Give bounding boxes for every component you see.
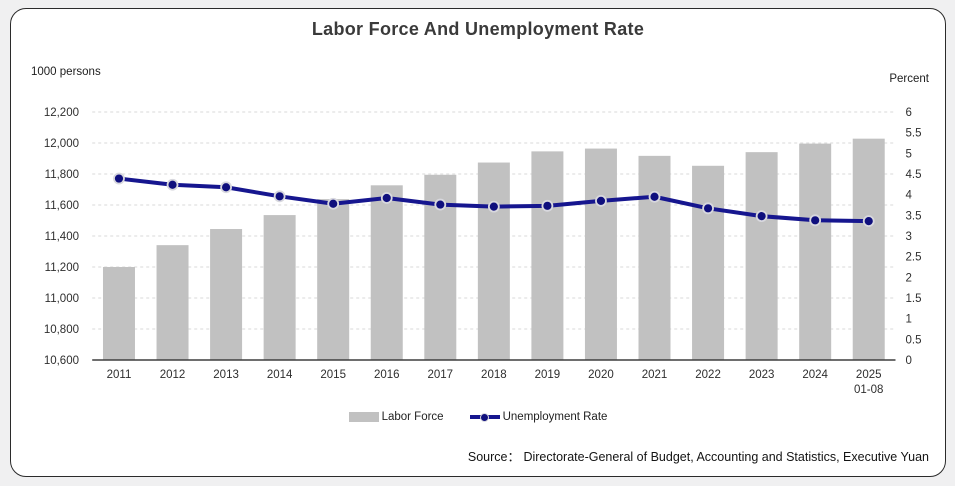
line-marker-2025 bbox=[862, 215, 875, 228]
x-axis-label-2013: 2013 bbox=[213, 369, 239, 381]
x-axis-label-2020: 2020 bbox=[588, 369, 614, 381]
x-axis-label-2017: 2017 bbox=[427, 369, 453, 381]
right-axis-tick-label: 5.5 bbox=[906, 128, 922, 140]
left-axis-tick-label: 11,000 bbox=[45, 293, 79, 305]
right-axis-tick-label: 4.5 bbox=[906, 169, 922, 181]
left-axis-unit-label: 1000 persons bbox=[31, 66, 101, 78]
line-marker-2012 bbox=[166, 178, 179, 191]
bar-2021 bbox=[638, 155, 671, 360]
right-axis-tick-label: 2 bbox=[906, 272, 912, 284]
gray-bar-swatch bbox=[348, 412, 379, 422]
x-axis-label-2011: 2011 bbox=[107, 369, 132, 381]
line-marker-2019 bbox=[541, 199, 554, 212]
right-axis-tick-label: 4 bbox=[906, 190, 913, 202]
navy-line-dot-swatch bbox=[469, 412, 500, 422]
line-marker-2022 bbox=[702, 202, 714, 215]
bar-2016 bbox=[370, 185, 403, 360]
line-marker-2011 bbox=[113, 172, 125, 185]
bar-2012 bbox=[156, 245, 189, 360]
right-axis-tick-label: 5 bbox=[906, 148, 912, 160]
line-marker-2018 bbox=[487, 200, 500, 213]
legend-dot-marker bbox=[480, 412, 490, 422]
chart-canvas: 12,200 12,000 11,800 11,600 11,400 11,200 11,0… bbox=[44, 107, 922, 396]
line-marker-2013 bbox=[220, 181, 232, 194]
bar-2020 bbox=[584, 148, 617, 360]
chart-legend: Labor Force Unemployment Rate bbox=[11, 411, 945, 423]
legend-label-unemployment-rate: Unemployment Rate bbox=[502, 411, 608, 423]
left-axis-tick-label: 10,800 bbox=[44, 324, 79, 336]
right-axis-tick-label: 6 bbox=[906, 107, 912, 119]
line-marker-2016 bbox=[380, 192, 393, 204]
bar-2014 bbox=[263, 215, 296, 360]
x-axis-label-2015: 2015 bbox=[320, 369, 346, 381]
right-axis-tick-label: 1.5 bbox=[906, 293, 922, 305]
legend-label-labor-force: Labor Force bbox=[381, 411, 444, 423]
bar-2023 bbox=[745, 152, 778, 360]
left-axis-tick-label: 12,000 bbox=[44, 138, 79, 150]
chart-title: Labor Force And Unemployment Rate bbox=[311, 19, 645, 39]
bar-2019 bbox=[531, 151, 564, 360]
line-marker-2015 bbox=[327, 197, 340, 210]
left-axis-tick-label: 11,200 bbox=[45, 262, 79, 274]
x-axis-label-2012: 2012 bbox=[160, 369, 186, 381]
bar-2015 bbox=[317, 199, 350, 360]
left-axis-tick-label: 12,200 bbox=[44, 107, 79, 119]
right-axis-tick-label: 0 bbox=[906, 355, 912, 367]
x-axis-label-2016: 2016 bbox=[374, 369, 400, 381]
line-marker-2020 bbox=[595, 194, 607, 207]
right-axis-tick-label: 1 bbox=[906, 314, 912, 326]
line-marker-2017 bbox=[434, 198, 447, 211]
line-marker-2024 bbox=[809, 214, 822, 227]
x-axis-label-2025: 2025 01-08 bbox=[854, 369, 883, 396]
x-axis-label-2022: 2022 bbox=[695, 369, 721, 381]
x-axis-label-2023: 2023 bbox=[749, 369, 775, 381]
bar-2024 bbox=[799, 143, 832, 360]
x-axis-label-2019: 2019 bbox=[535, 369, 561, 381]
right-axis-tick-label: 3.5 bbox=[906, 210, 922, 222]
bar-2011 bbox=[102, 267, 135, 360]
legend-item-labor-force: Labor Force bbox=[348, 411, 444, 423]
chart-card: Labor Force And Unemployment Rate 1000 p… bbox=[10, 8, 946, 477]
bar-2022 bbox=[692, 165, 725, 360]
line-marker-2023 bbox=[755, 210, 768, 223]
x-axis-label-2014: 2014 bbox=[267, 369, 293, 381]
legend-item-unemployment-rate: Unemployment Rate bbox=[469, 411, 608, 423]
left-axis-tick-label: 11,400 bbox=[45, 231, 79, 243]
bar-2018 bbox=[477, 162, 510, 360]
left-axis-tick-label: 10,600 bbox=[44, 355, 79, 367]
bar-2013 bbox=[210, 229, 243, 360]
x-axis-label-2021: 2021 bbox=[642, 369, 668, 381]
line-marker-2014 bbox=[273, 190, 286, 203]
line-marker-2021 bbox=[648, 190, 661, 203]
left-axis-tick-label: 11,800 bbox=[45, 169, 79, 181]
right-axis-tick-label: 3 bbox=[906, 231, 912, 243]
right-axis-tick-label: 0.5 bbox=[906, 334, 922, 346]
x-axis-label-2018: 2018 bbox=[481, 369, 507, 381]
x-axis-label-2024: 2024 bbox=[802, 369, 828, 381]
right-axis-unit-label: Percent bbox=[889, 73, 929, 85]
right-axis-tick-label: 2.5 bbox=[906, 252, 922, 264]
left-axis-tick-label: 11,600 bbox=[45, 200, 79, 212]
bar-2025 bbox=[852, 138, 885, 360]
source-note: Source： Directorate-General of Budget, A… bbox=[467, 450, 929, 464]
